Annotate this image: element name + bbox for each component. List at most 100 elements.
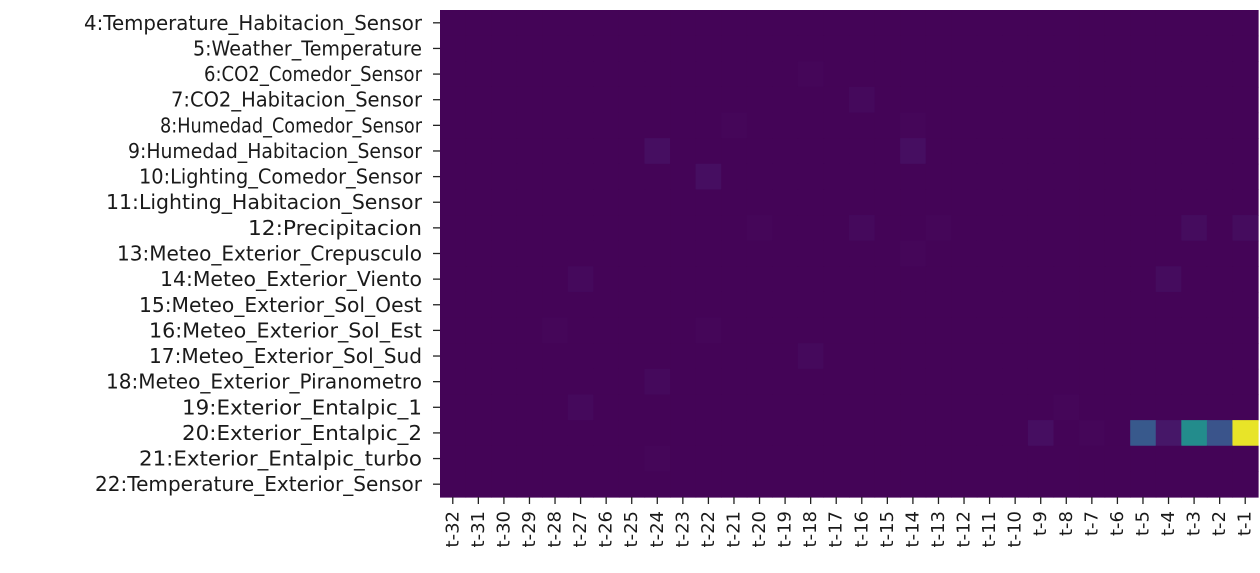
heatmap-cell bbox=[516, 368, 543, 396]
heatmap-cell bbox=[1130, 163, 1157, 191]
heatmap-cell bbox=[491, 420, 518, 447]
heatmap-cell bbox=[593, 394, 620, 421]
heatmap-cell bbox=[1053, 420, 1080, 447]
x-tick-label: t-23 bbox=[672, 511, 693, 547]
heatmap-cell bbox=[721, 368, 748, 396]
heatmap-cell bbox=[900, 215, 927, 242]
heatmap-cell bbox=[746, 189, 773, 216]
heatmap-cell bbox=[491, 471, 518, 498]
heatmap-cell bbox=[1181, 240, 1208, 267]
x-tick-label: t-22 bbox=[698, 511, 719, 547]
heatmap-cell bbox=[746, 10, 773, 37]
heatmap-cell bbox=[797, 189, 825, 216]
heatmap-cell bbox=[721, 215, 748, 242]
heatmap-cell bbox=[721, 35, 748, 62]
heatmap-cell bbox=[849, 394, 876, 421]
heatmap-cell bbox=[516, 291, 543, 319]
heatmap-cell bbox=[1079, 10, 1106, 37]
heatmap-cell bbox=[1079, 266, 1106, 293]
heatmap-cell bbox=[1130, 266, 1157, 293]
heatmap-cell bbox=[593, 343, 620, 370]
heatmap-cell bbox=[516, 61, 543, 88]
heatmap-cell bbox=[849, 112, 876, 139]
heatmap-cell bbox=[1206, 163, 1234, 191]
heatmap-cell bbox=[440, 138, 467, 165]
heatmap-cell bbox=[1053, 112, 1080, 139]
heatmap-cell bbox=[491, 445, 518, 472]
heatmap-cell bbox=[542, 163, 569, 191]
x-tick-label: t-3 bbox=[1184, 511, 1205, 536]
heatmap-cell bbox=[567, 266, 594, 293]
heatmap-cell bbox=[951, 343, 978, 370]
heatmap-cell bbox=[516, 266, 543, 293]
heatmap-cell bbox=[1181, 138, 1208, 165]
heatmap-cell bbox=[1155, 112, 1182, 139]
heatmap-cell bbox=[797, 112, 825, 139]
heatmap-cell bbox=[874, 35, 901, 62]
heatmap-cell bbox=[1002, 394, 1029, 421]
heatmap-cell bbox=[516, 343, 543, 370]
heatmap-cell bbox=[900, 189, 927, 216]
heatmap-cell bbox=[951, 420, 978, 447]
heatmap-cell bbox=[849, 35, 876, 62]
heatmap-cell bbox=[823, 266, 850, 293]
heatmap-cell bbox=[695, 317, 722, 344]
heatmap-cell bbox=[465, 10, 492, 37]
heatmap-cell bbox=[823, 368, 850, 396]
heatmap-cell bbox=[670, 343, 697, 370]
heatmap-cell bbox=[1104, 35, 1131, 62]
heatmap-cell bbox=[567, 86, 594, 114]
heatmap-cell bbox=[1053, 317, 1080, 344]
heatmap-cell bbox=[644, 394, 671, 421]
heatmap-cell bbox=[925, 343, 952, 370]
heatmap-cell bbox=[772, 61, 799, 88]
heatmap-cell bbox=[1027, 420, 1055, 447]
heatmap-cell bbox=[925, 138, 952, 165]
heatmap-cell bbox=[900, 420, 927, 447]
heatmap-cell bbox=[567, 112, 594, 139]
heatmap-cell bbox=[925, 420, 952, 447]
heatmap-cell bbox=[491, 368, 518, 396]
x-tick-label: t-4 bbox=[1158, 511, 1179, 536]
x-tick-label: t-19 bbox=[775, 511, 796, 547]
heatmap-cell bbox=[567, 240, 594, 267]
heatmap-cell bbox=[1155, 163, 1182, 191]
heatmap-cell bbox=[849, 189, 876, 216]
heatmap-cell bbox=[797, 86, 825, 114]
heatmap-cell bbox=[746, 138, 773, 165]
heatmap-cell bbox=[644, 35, 671, 62]
x-tick-label: t-24 bbox=[647, 511, 668, 547]
heatmap-cell bbox=[440, 61, 467, 88]
heatmap-cell bbox=[440, 368, 467, 396]
heatmap-cell bbox=[874, 240, 901, 267]
heatmap-cell bbox=[516, 138, 543, 165]
y-tick-label: 15:Meteo_Exterior_Sol_Oest bbox=[139, 293, 422, 317]
y-tick-label: 10:Lighting_Comedor_Sensor bbox=[139, 165, 423, 189]
heatmap-cell bbox=[1002, 138, 1029, 165]
heatmap-cell bbox=[644, 215, 671, 242]
heatmap-cell bbox=[542, 291, 569, 319]
heatmap-cell bbox=[1053, 10, 1080, 37]
heatmap-cell bbox=[746, 368, 773, 396]
heatmap-cell bbox=[670, 138, 697, 165]
heatmap-cell bbox=[670, 291, 697, 319]
heatmap-cell bbox=[1206, 291, 1234, 319]
x-tick-label: t-17 bbox=[826, 511, 847, 547]
x-tick-label: t-6 bbox=[1107, 511, 1128, 536]
heatmap-cell bbox=[976, 291, 1003, 319]
heatmap-cell bbox=[976, 10, 1003, 37]
x-tick-label: t-21 bbox=[723, 511, 744, 547]
heatmap-cell bbox=[951, 10, 978, 37]
heatmap-cell bbox=[593, 61, 620, 88]
heatmap-cell bbox=[772, 420, 799, 447]
heatmap-cell bbox=[797, 394, 825, 421]
heatmap-cell bbox=[797, 61, 825, 88]
heatmap-cell bbox=[1155, 189, 1182, 216]
heatmap-cell bbox=[465, 215, 492, 242]
heatmap-cell bbox=[593, 215, 620, 242]
heatmap-cell bbox=[440, 343, 467, 370]
heatmap-cell bbox=[1027, 343, 1055, 370]
heatmap-cell bbox=[542, 189, 569, 216]
x-tick-label: t-13 bbox=[928, 511, 949, 547]
